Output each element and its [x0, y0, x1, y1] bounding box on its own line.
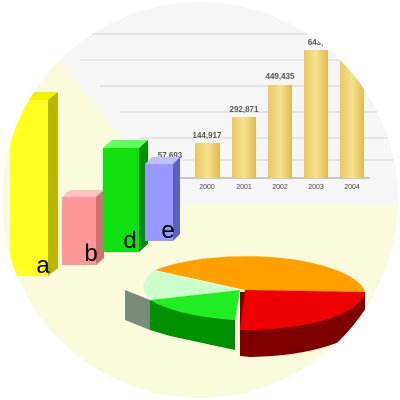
value-label: 292,871	[230, 105, 259, 114]
bar-letter: b	[84, 240, 97, 267]
value-label: 57,693	[158, 151, 183, 160]
pie-3d	[125, 256, 365, 357]
year-label: 2002	[272, 184, 288, 191]
bar-letter: e	[161, 217, 174, 244]
year-label: 2004	[344, 184, 360, 191]
year-label: 2003	[308, 184, 324, 191]
bar-letter: a	[36, 252, 50, 279]
year-label: 2000	[199, 184, 215, 191]
value-label: 144,917	[193, 131, 222, 140]
value-label: 449,435	[266, 72, 295, 81]
bar-letter: d	[123, 227, 136, 254]
value-label: 643,50	[308, 38, 333, 47]
bars-3d	[10, 92, 180, 276]
year-label: 2001	[236, 184, 252, 191]
